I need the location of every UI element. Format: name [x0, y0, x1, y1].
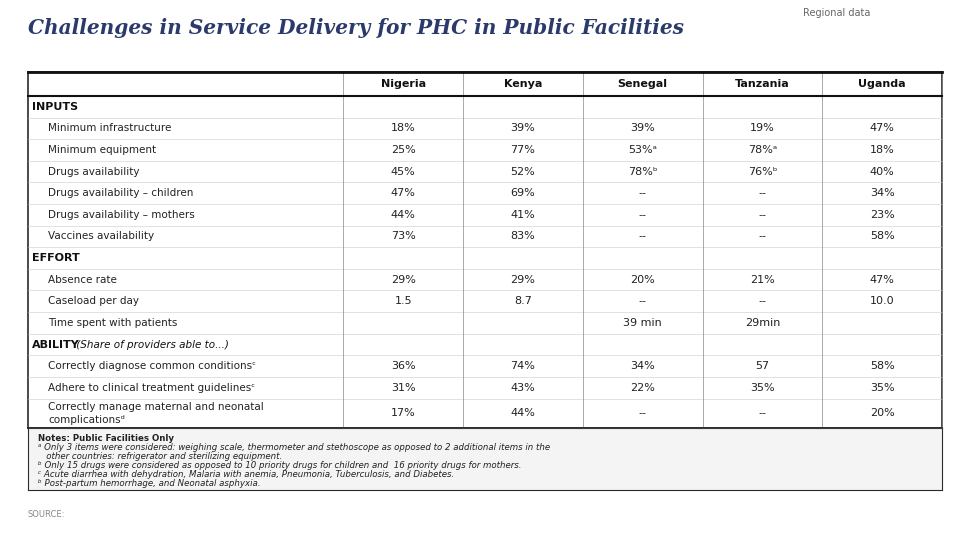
Text: 22%: 22% — [630, 383, 655, 393]
Text: 20%: 20% — [870, 408, 895, 418]
Text: INPUTS: INPUTS — [32, 102, 78, 112]
Text: --: -- — [758, 408, 766, 418]
Text: Adhere to clinical treatment guidelinesᶜ: Adhere to clinical treatment guidelinesᶜ — [48, 383, 255, 393]
Text: 21%: 21% — [750, 275, 775, 285]
Text: ᵇ Only 15 drugs were considered as opposed to 10 priority drugs for children and: ᵇ Only 15 drugs were considered as oppos… — [38, 461, 521, 470]
Text: 69%: 69% — [511, 188, 536, 198]
Text: Absence rate: Absence rate — [48, 275, 117, 285]
Text: Minimum equipment: Minimum equipment — [48, 145, 156, 155]
Text: 19%: 19% — [750, 124, 775, 133]
Text: --: -- — [638, 210, 647, 220]
Text: Caseload per day: Caseload per day — [48, 296, 139, 306]
Text: 31%: 31% — [391, 383, 416, 393]
Text: Regional data: Regional data — [803, 8, 870, 18]
Text: 43%: 43% — [511, 383, 536, 393]
Text: Minimum infrastructure: Minimum infrastructure — [48, 124, 172, 133]
Text: ᵃ Only 3 items were considered: weighing scale, thermometer and stethoscope as o: ᵃ Only 3 items were considered: weighing… — [38, 443, 550, 452]
Text: Vaccines availability: Vaccines availability — [48, 232, 155, 241]
Text: Kenya: Kenya — [504, 79, 542, 89]
Text: 47%: 47% — [870, 275, 895, 285]
Text: Notes: Public Facilities Only: Notes: Public Facilities Only — [38, 434, 174, 443]
Text: other countries: refrigerator and sterilizing equipment.: other countries: refrigerator and steril… — [38, 452, 282, 461]
Text: --: -- — [758, 210, 766, 220]
Text: 58%: 58% — [870, 232, 895, 241]
Text: 77%: 77% — [511, 145, 536, 155]
Text: Drugs availability – mothers: Drugs availability – mothers — [48, 210, 195, 220]
Text: 47%: 47% — [870, 124, 895, 133]
Text: --: -- — [758, 296, 766, 306]
Text: 44%: 44% — [511, 408, 536, 418]
Text: --: -- — [638, 188, 647, 198]
Text: 34%: 34% — [631, 361, 655, 371]
Text: ᵇ Post-partum hemorrhage, and Neonatal asphyxia.: ᵇ Post-partum hemorrhage, and Neonatal a… — [38, 479, 260, 488]
Text: --: -- — [638, 296, 647, 306]
Text: EFFORT: EFFORT — [32, 253, 80, 263]
Text: 40%: 40% — [870, 167, 895, 177]
Text: 78%ᵇ: 78%ᵇ — [628, 167, 658, 177]
Text: 39%: 39% — [631, 124, 655, 133]
Text: 44%: 44% — [391, 210, 416, 220]
Text: 47%: 47% — [391, 188, 416, 198]
Text: Correctly manage maternal and neonatal: Correctly manage maternal and neonatal — [48, 402, 264, 412]
Text: --: -- — [758, 232, 766, 241]
Text: 74%: 74% — [511, 361, 536, 371]
Text: Tanzania: Tanzania — [735, 79, 790, 89]
Text: 83%: 83% — [511, 232, 536, 241]
Text: 52%: 52% — [511, 167, 536, 177]
Text: Time spent with patients: Time spent with patients — [48, 318, 178, 328]
Text: ᶜ Acute diarrhea with dehydration, Malaria with anemia, Pneumonia, Tuberculosis,: ᶜ Acute diarrhea with dehydration, Malar… — [38, 470, 454, 479]
Text: 25%: 25% — [391, 145, 416, 155]
Text: Challenges in Service Delivery for PHC in Public Facilities: Challenges in Service Delivery for PHC i… — [28, 18, 684, 38]
Text: Nigeria: Nigeria — [380, 79, 425, 89]
Text: Drugs availability: Drugs availability — [48, 167, 139, 177]
Text: 34%: 34% — [870, 188, 895, 198]
Text: Uganda: Uganda — [858, 79, 906, 89]
Text: SOURCE:: SOURCE: — [28, 510, 65, 519]
Text: --: -- — [638, 232, 647, 241]
Text: 39 min: 39 min — [623, 318, 662, 328]
Text: 10.0: 10.0 — [870, 296, 895, 306]
Text: 73%: 73% — [391, 232, 416, 241]
Text: 35%: 35% — [870, 383, 895, 393]
Text: 35%: 35% — [750, 383, 775, 393]
Text: (Share of providers able to...): (Share of providers able to...) — [73, 340, 229, 349]
Text: 76%ᵇ: 76%ᵇ — [748, 167, 778, 177]
Text: 58%: 58% — [870, 361, 895, 371]
Text: complicationsᵈ: complicationsᵈ — [48, 415, 125, 425]
Text: 57: 57 — [756, 361, 770, 371]
Text: --: -- — [758, 188, 766, 198]
Text: 78%ᵃ: 78%ᵃ — [748, 145, 777, 155]
Text: Correctly diagnose common conditionsᶜ: Correctly diagnose common conditionsᶜ — [48, 361, 256, 371]
Text: 23%: 23% — [870, 210, 895, 220]
Text: 18%: 18% — [391, 124, 416, 133]
Text: 29min: 29min — [745, 318, 780, 328]
Text: 53%ᵃ: 53%ᵃ — [628, 145, 658, 155]
Text: Senegal: Senegal — [617, 79, 667, 89]
Text: 18%: 18% — [870, 145, 895, 155]
Text: 1.5: 1.5 — [395, 296, 412, 306]
Text: 41%: 41% — [511, 210, 536, 220]
Text: 17%: 17% — [391, 408, 416, 418]
Text: --: -- — [638, 408, 647, 418]
Text: 29%: 29% — [511, 275, 536, 285]
Text: 45%: 45% — [391, 167, 416, 177]
Text: 8.7: 8.7 — [514, 296, 532, 306]
Text: Drugs availability – children: Drugs availability – children — [48, 188, 193, 198]
Text: 36%: 36% — [391, 361, 416, 371]
Text: 39%: 39% — [511, 124, 536, 133]
Text: 20%: 20% — [631, 275, 655, 285]
Text: ABILITY: ABILITY — [32, 340, 80, 349]
Text: 29%: 29% — [391, 275, 416, 285]
